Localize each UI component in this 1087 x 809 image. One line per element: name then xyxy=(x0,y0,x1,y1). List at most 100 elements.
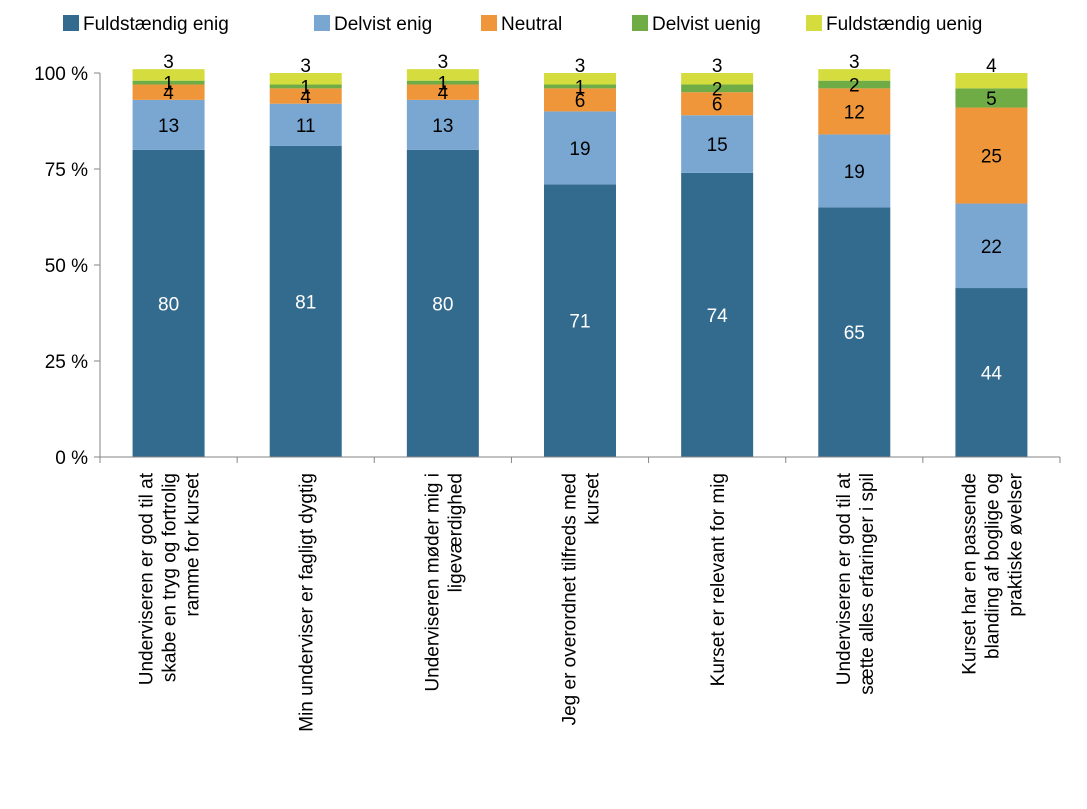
legend-item-delvist-enig: Delvist enig xyxy=(314,14,432,35)
bar-segment-fuldstaendig-uenig xyxy=(818,69,891,81)
chart-legend: Fuldstændig enig Delvist enig Neutral Delvi… xyxy=(63,14,982,35)
bar-stack xyxy=(544,73,616,458)
x-category-label-line: skabe en tryg og fortrolig xyxy=(160,473,181,682)
legend-label: Delvist enig xyxy=(334,14,432,35)
bar-segment-fuldstaendig-enig xyxy=(955,288,1028,457)
x-category-label: Kurset er relevant for mig xyxy=(708,473,729,686)
data-label: 44 xyxy=(981,364,1003,385)
data-label: 4 xyxy=(163,83,174,104)
x-category-label-line: ramme for kurset xyxy=(183,472,204,616)
bar-segment-delvist-uenig xyxy=(406,80,479,85)
data-label: 4 xyxy=(986,56,997,77)
data-label: 13 xyxy=(432,116,453,137)
data-label: 13 xyxy=(158,116,179,137)
x-category-label-line: kurset xyxy=(583,472,604,524)
x-category-label: Min underviser er fagligt dygtig xyxy=(297,473,318,732)
legend-label: Fuldstændig enig xyxy=(83,14,229,35)
data-label: 80 xyxy=(432,294,453,315)
data-label: 1 xyxy=(575,77,586,98)
y-tick-label: 0 % xyxy=(55,448,88,469)
plot-area: 8013413811141380134137119613741562365191… xyxy=(132,52,1028,458)
bar-segment-fuldstaendig-enig xyxy=(681,172,754,457)
x-category-label-line: blanding af boglige og xyxy=(982,473,1003,659)
bar-segment-delvist-uenig xyxy=(269,84,342,89)
legend-label: Neutral xyxy=(501,14,562,35)
bar-segment-fuldstaendig-enig xyxy=(544,184,616,458)
bar-stack xyxy=(132,69,205,458)
x-category-label: Kurset har en passende blanding af boglig… xyxy=(959,472,1026,674)
legend-swatch xyxy=(314,15,330,31)
data-label: 19 xyxy=(844,162,865,183)
data-label: 6 xyxy=(575,91,586,112)
x-category-label-line: sætte alles erfaringer i spil xyxy=(857,473,878,695)
bar-segment-delvist-uenig xyxy=(955,88,1028,108)
bar-segment-delvist-uenig xyxy=(132,80,205,85)
bar-segment-fuldstaendig-enig xyxy=(406,149,479,458)
bar-stack xyxy=(955,73,1028,457)
y-tick-label: 75 % xyxy=(45,160,88,181)
data-label: 3 xyxy=(300,56,311,77)
bar-stack xyxy=(818,69,891,457)
data-label: 19 xyxy=(569,139,590,160)
bar-segment-delvist-uenig xyxy=(818,80,891,89)
bar-segment-fuldstaendig-enig xyxy=(269,145,342,457)
legend-item-neutral: Neutral xyxy=(481,14,562,35)
legend-item-fuldstaendig-uenig: Fuldstændig uenig xyxy=(806,14,982,35)
legend-label: Delvist uenig xyxy=(652,14,761,35)
bar-value-labels: 71 19 613 xyxy=(569,56,590,333)
data-label: 3 xyxy=(163,52,174,73)
bar-segment-fuldstaendig-uenig xyxy=(544,73,616,85)
bar-segment-fuldstaendig-uenig xyxy=(132,69,205,81)
data-label: 1 xyxy=(163,74,174,95)
y-tick-label: 25 % xyxy=(45,352,88,373)
data-label: 3 xyxy=(438,52,449,73)
bar-segment-fuldstaendig-enig xyxy=(818,207,891,457)
x-category-label-line: Kurset er relevant for mig xyxy=(708,473,729,686)
data-label: 11 xyxy=(296,116,316,137)
bar-segment-fuldstaendig-uenig xyxy=(955,73,1028,89)
x-category-label-line: ligeværdighed xyxy=(445,473,466,592)
data-label: 3 xyxy=(712,56,723,77)
bar-value-labels: 44 22 25 5 4 xyxy=(981,56,1003,385)
data-label: 3 xyxy=(575,56,586,77)
data-label: 71 xyxy=(569,312,590,333)
bar-segment-neutral xyxy=(132,84,205,100)
legend-swatch xyxy=(632,15,648,31)
data-label: 6 xyxy=(712,95,723,116)
x-category-label-line: Min underviser er fagligt dygtig xyxy=(297,473,318,732)
bar-value-labels: 81 11 413 xyxy=(295,56,316,313)
bar-value-labels: 65 19 12 2 3 xyxy=(844,52,865,344)
data-label: 74 xyxy=(707,306,729,327)
x-category-label-line: Underviseren møder mig i xyxy=(422,473,443,692)
y-tick-label: 100 % xyxy=(34,64,88,85)
x-category-label-line: Underviseren er god til at xyxy=(834,472,855,685)
bar-stack xyxy=(681,73,754,457)
data-label: 2 xyxy=(712,79,723,100)
bar-segment-delvist-uenig xyxy=(681,84,754,93)
bar-segment-delvist-uenig xyxy=(544,84,616,89)
bar-segment-neutral xyxy=(544,88,616,112)
bar-segment-delvist-enig xyxy=(818,134,891,208)
y-tick-label: 50 % xyxy=(45,256,88,277)
data-label: 80 xyxy=(158,294,179,315)
legend-item-fuldstaendig-enig: Fuldstændig enig xyxy=(63,14,229,35)
x-category-label-line: Kurset har en passende xyxy=(959,473,980,675)
bar-segment-delvist-enig xyxy=(132,99,205,150)
bar-segment-delvist-enig xyxy=(544,111,616,185)
bar-segment-delvist-enig xyxy=(955,203,1028,289)
x-category-label: Underviseren er god til at sætte alles er… xyxy=(834,472,878,694)
data-label: 3 xyxy=(849,52,860,73)
bar-segment-fuldstaendig-uenig xyxy=(406,69,479,81)
bar-segment-fuldstaendig-enig xyxy=(132,149,205,458)
data-label: 22 xyxy=(981,237,1002,258)
x-axis: Underviseren er god til at skabe en tryg … xyxy=(99,456,1061,732)
bar-value-labels: 74 15 623 xyxy=(707,56,729,327)
data-label: 12 xyxy=(844,102,865,123)
x-category-label: Underviseren er god til at skabe en tryg … xyxy=(137,472,204,685)
bar-segment-neutral xyxy=(818,88,891,135)
legend-label: Fuldstændig uenig xyxy=(826,14,982,35)
x-category-label: Jeg er overordnet tilfreds med kurset xyxy=(560,472,604,725)
